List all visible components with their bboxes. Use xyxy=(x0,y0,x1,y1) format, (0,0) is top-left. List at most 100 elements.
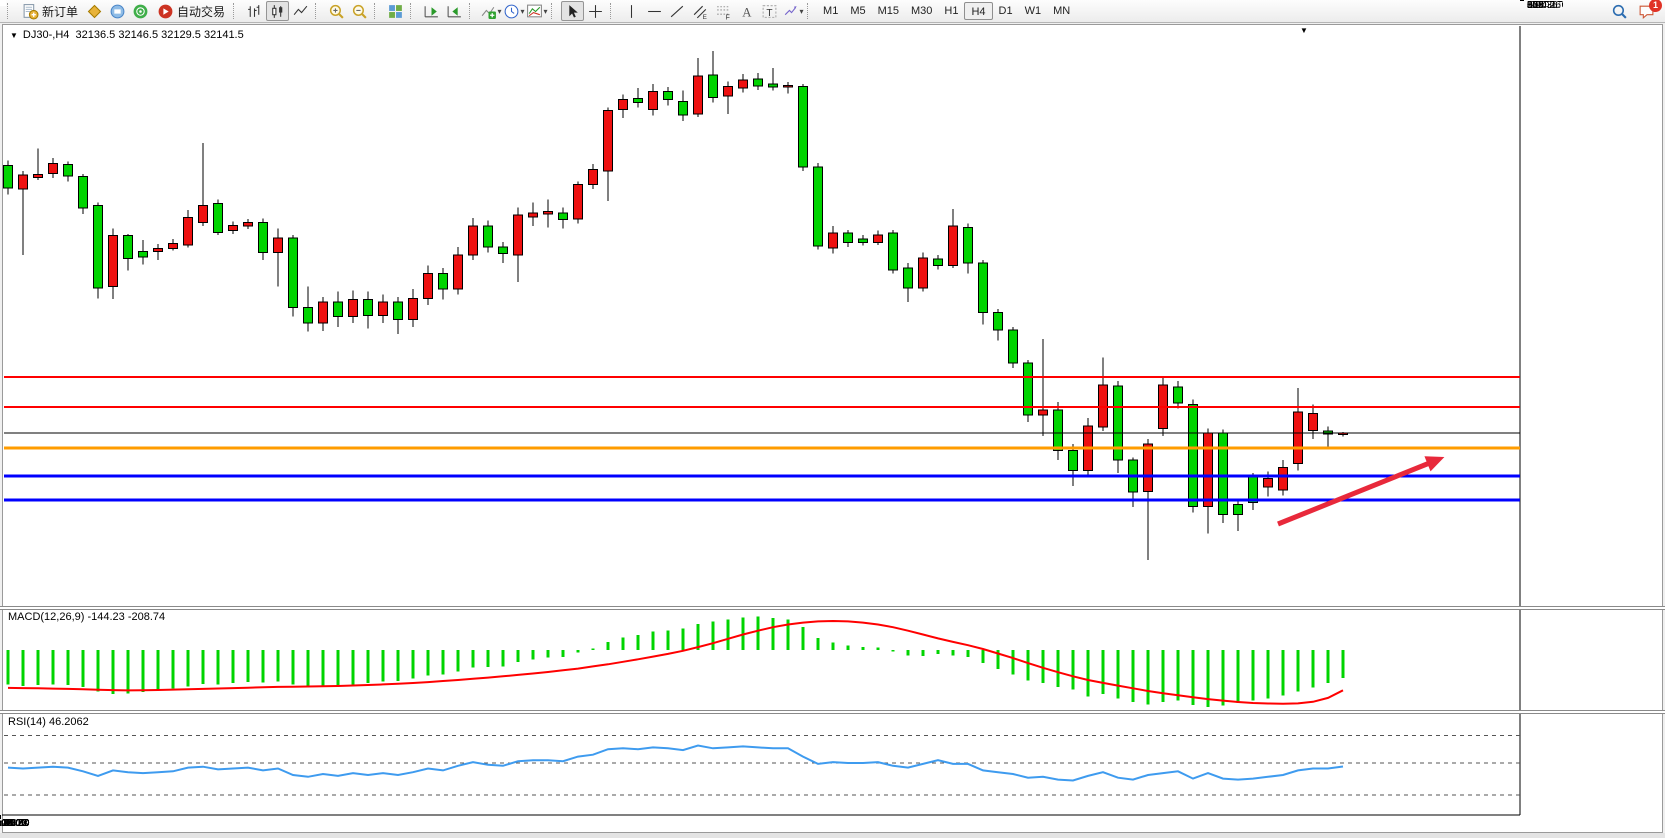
macd-histogram-bar xyxy=(276,650,280,682)
macd-histogram-bar xyxy=(816,638,820,650)
macd-histogram-bar xyxy=(726,619,730,650)
candle-body-up xyxy=(108,235,118,287)
false: 13 Mar 00:00 xyxy=(0,818,30,829)
macd-histogram-bar xyxy=(426,650,430,676)
bar-chart-icon[interactable] xyxy=(243,1,266,21)
candle-body-down xyxy=(993,312,1003,331)
false: 32492.0 xyxy=(1527,0,1564,11)
timeframe-m30-button[interactable]: M30 xyxy=(911,5,933,17)
chat-icon[interactable]: 1 xyxy=(1638,0,1662,20)
zoomin-icon xyxy=(328,3,345,20)
auto-scroll-icon[interactable] xyxy=(420,1,443,21)
macd-histogram-bar xyxy=(51,650,55,685)
false xyxy=(1520,0,1524,1)
timeframe-mn-button[interactable]: MN xyxy=(1053,5,1071,17)
macd-panel-separator[interactable] xyxy=(0,606,1665,610)
zoom-out-icon[interactable] xyxy=(348,1,371,21)
indicators-icon[interactable]: ▾ xyxy=(479,1,502,21)
candle-body-down xyxy=(93,205,103,289)
timeframe-w1-button[interactable]: W1 xyxy=(1024,5,1042,17)
candle-body-up xyxy=(948,225,958,266)
equidistant-channel-icon[interactable]: E xyxy=(689,1,712,21)
rsi-panel-separator[interactable] xyxy=(0,710,1665,714)
cursor-icon[interactable] xyxy=(561,1,585,21)
macd-histogram-bar xyxy=(711,621,715,650)
zoom-in-icon[interactable] xyxy=(325,1,348,21)
candle-body-down xyxy=(813,166,823,247)
candlestick-chart-icon[interactable] xyxy=(266,1,290,21)
symbol-dropdown-icon[interactable]: ▼ xyxy=(10,31,18,40)
tile-windows-icon[interactable] xyxy=(384,1,407,21)
crosshair-icon[interactable] xyxy=(584,1,607,21)
templates-icon[interactable]: ▾ xyxy=(525,1,548,21)
candle-body-up xyxy=(348,299,358,318)
true xyxy=(0,0,6,6)
text-label-icon[interactable]: T xyxy=(758,1,781,21)
macd-histogram-bar xyxy=(1326,650,1330,683)
toolbar-group-2 xyxy=(325,1,371,21)
fibonacci-icon[interactable]: F xyxy=(712,1,735,21)
candle-body-up xyxy=(168,242,178,249)
community-icon[interactable] xyxy=(106,1,129,21)
chevron-down-icon[interactable]: ▾ xyxy=(520,6,525,16)
chevron-down-icon[interactable]: ▾ xyxy=(543,6,548,16)
vertical-line-icon[interactable] xyxy=(620,1,643,21)
periods-icon[interactable]: ▾ xyxy=(502,1,525,21)
candle-body-up xyxy=(543,211,553,215)
false: 31739.5 xyxy=(1527,0,1564,11)
fibo-icon: F xyxy=(715,3,732,20)
false: 32141.5 xyxy=(1526,1,1563,12)
chevron-down-icon[interactable]: ▾ xyxy=(799,6,804,16)
macd-histogram-bar xyxy=(756,616,760,650)
chevron-down-icon[interactable]: ▾ xyxy=(497,6,502,16)
chart-shift-icon[interactable] xyxy=(443,1,466,21)
macd-histogram-bar xyxy=(96,650,100,692)
macd-histogram-bar xyxy=(141,650,145,693)
false: 33622.5 xyxy=(1527,0,1564,11)
toolbar-separator xyxy=(7,3,13,19)
macd-histogram-bar xyxy=(1251,650,1255,701)
macd-histogram-bar xyxy=(696,623,700,650)
textA-icon: A xyxy=(738,3,755,20)
false: 9 Mar 20:00 xyxy=(0,818,27,829)
macd-histogram-bar xyxy=(801,627,805,650)
false: 9 Mar 04:00 xyxy=(0,818,27,829)
timeframe-h1-button[interactable]: H1 xyxy=(944,5,959,17)
candle-body-up xyxy=(453,254,463,290)
toolbar-group-6 xyxy=(561,1,607,21)
macd-histogram-bar xyxy=(636,634,640,650)
candle-body-down xyxy=(1188,404,1198,508)
chart-menu-icon[interactable]: ▼ xyxy=(1300,26,1308,35)
line-chart-icon[interactable] xyxy=(289,1,312,21)
candle-body-up xyxy=(423,272,433,299)
macd-histogram-bar xyxy=(906,650,910,656)
search-icon[interactable] xyxy=(1611,3,1628,20)
signals-icon[interactable] xyxy=(129,1,152,21)
macd-histogram-bar xyxy=(1281,650,1285,696)
timeframe-h4-button[interactable]: H4 xyxy=(964,2,993,20)
candle-body-down xyxy=(213,202,223,233)
macd-histogram-bar xyxy=(336,650,340,687)
trend-arrow-annotation[interactable] xyxy=(1277,457,1438,527)
timeframe-m1-button[interactable]: M1 xyxy=(823,5,839,17)
gold-nugget-icon[interactable] xyxy=(83,1,106,21)
text-icon[interactable]: A xyxy=(735,1,758,21)
new-order-button[interactable]: 新订单 xyxy=(17,1,83,22)
false: 32870.0 xyxy=(1527,0,1564,11)
macd-histogram-bar xyxy=(666,630,670,650)
autotrade-icon xyxy=(157,3,174,20)
trendline-icon[interactable] xyxy=(666,1,689,21)
timeframe-d1-button[interactable]: D1 xyxy=(998,5,1013,17)
arrows-icon[interactable]: ▾ xyxy=(781,1,804,21)
toolbar-group-4 xyxy=(420,1,466,21)
horizontal-line-icon[interactable] xyxy=(643,1,666,21)
autotrading-button[interactable]: 自动交易 xyxy=(152,1,230,22)
svg-text:T: T xyxy=(766,7,772,18)
svg-text:F: F xyxy=(726,14,730,20)
macd-histogram-bar xyxy=(771,618,775,650)
timeframe-m15-button[interactable]: M15 xyxy=(877,5,899,17)
false: 7 Mar 20:00 xyxy=(0,818,27,829)
timeframe-m5-button[interactable]: M5 xyxy=(850,5,866,17)
false: 100 xyxy=(1527,0,1544,11)
